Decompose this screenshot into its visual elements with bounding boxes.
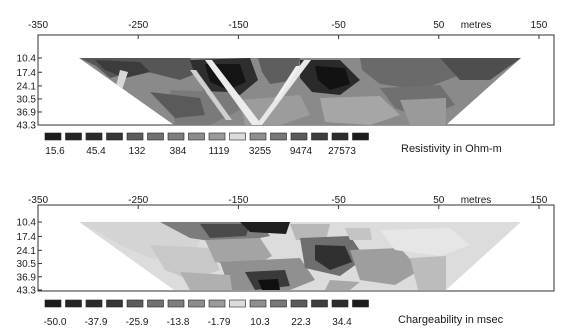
- color-swatch: [107, 300, 123, 307]
- color-scale-tick-label: -1.79: [208, 317, 231, 328]
- color-swatch: [189, 133, 205, 140]
- color-swatch: [353, 133, 369, 140]
- x-tick-label: 50: [433, 20, 445, 31]
- color-swatch: [312, 133, 328, 140]
- color-swatch: [66, 300, 82, 307]
- color-swatch: [353, 300, 369, 307]
- color-swatch: [168, 133, 184, 140]
- x-tick-label: 150: [531, 195, 548, 206]
- color-scale-title: Chargeability in msec: [398, 314, 504, 326]
- x-tick-label: 50: [433, 195, 445, 206]
- x-axis-unit-label: metres: [461, 195, 492, 206]
- color-scale-tick-label: 384: [170, 146, 187, 157]
- color-swatch: [107, 133, 123, 140]
- color-scale-tick-label: 132: [129, 146, 146, 157]
- color-swatch: [209, 300, 225, 307]
- color-swatch: [230, 300, 246, 307]
- color-scale-legend: -50.0 -37.9 -25.9 -13.8 -1.79 10.3 22.3 34.4: [44, 300, 369, 328]
- color-scale-tick-label: 15.6: [45, 146, 65, 157]
- color-scale-tick-label: -25.9: [126, 317, 149, 328]
- color-scale-tick-label: 1119: [209, 146, 230, 157]
- resistivity-panel: -350 -250 -150 -50 50 150 10.4 17.4 24.1 30.5 36.…: [17, 20, 554, 157]
- color-swatch: [148, 133, 164, 140]
- color-swatch: [86, 133, 102, 140]
- color-swatch: [291, 133, 307, 140]
- x-axis-unit-label: metres: [461, 20, 492, 31]
- color-scale-tick-label: 45.4: [86, 146, 106, 157]
- y-tick-label: 43.3: [17, 286, 37, 297]
- color-swatch: [189, 300, 205, 307]
- color-scale-tick-label: -37.9: [85, 317, 108, 328]
- y-tick-label: 10.4: [17, 54, 37, 65]
- x-tick-label: -250: [128, 195, 148, 206]
- color-swatch: [271, 300, 287, 307]
- y-tick-label: 17.4: [17, 68, 37, 79]
- y-tick-label: 36.9: [17, 272, 37, 283]
- chargeability-panel: -350 -250 -150 -50 50 150 10.4 17.4 24.1 30.5 36.…: [17, 195, 554, 328]
- y-tick-label: 24.1: [17, 246, 37, 257]
- y-tick-label: 17.4: [17, 232, 37, 243]
- x-tick-label: -50: [331, 20, 346, 31]
- color-scale-title: Resistivity in Ohm-m: [401, 143, 502, 155]
- x-tick-label: -350: [28, 195, 48, 206]
- x-tick-label: -50: [331, 195, 346, 206]
- x-tick-label: -350: [28, 20, 48, 31]
- color-swatch: [332, 133, 348, 140]
- color-scale-tick-label: -50.0: [44, 317, 67, 328]
- y-tick-label: 10.4: [17, 218, 37, 229]
- x-tick-label: -150: [228, 20, 248, 31]
- x-tick-label: -150: [228, 195, 248, 206]
- color-swatch: [45, 133, 61, 140]
- color-swatch: [291, 300, 307, 307]
- color-swatch: [127, 300, 143, 307]
- y-tick-label: 24.1: [17, 81, 37, 92]
- color-scale-tick-label: 27573: [328, 146, 356, 157]
- y-tick-label: 30.5: [17, 94, 37, 105]
- color-swatch: [230, 133, 246, 140]
- color-scale-tick-label: 3255: [249, 146, 272, 157]
- x-tick-label: 150: [531, 20, 548, 31]
- x-tick-label: -250: [128, 20, 148, 31]
- y-tick-label: 43.3: [17, 121, 37, 132]
- color-swatch: [312, 300, 328, 307]
- color-swatch: [86, 300, 102, 307]
- color-swatch: [127, 133, 143, 140]
- color-scale-tick-label: 10.3: [250, 317, 270, 328]
- color-swatch: [250, 300, 266, 307]
- color-scale-tick-label: -13.8: [167, 317, 190, 328]
- color-swatch: [209, 133, 225, 140]
- y-tick-label: 30.5: [17, 259, 37, 270]
- color-swatch: [148, 300, 164, 307]
- color-scale-tick-label: 22.3: [291, 317, 311, 328]
- color-scale-tick-label: 9474: [290, 146, 313, 157]
- color-swatch: [271, 133, 287, 140]
- color-swatch: [332, 300, 348, 307]
- color-swatch: [250, 133, 266, 140]
- color-swatch: [66, 133, 82, 140]
- color-swatch: [168, 300, 184, 307]
- color-swatch: [45, 300, 61, 307]
- color-scale-tick-label: 34.4: [332, 317, 352, 328]
- y-tick-label: 36.9: [17, 107, 37, 118]
- color-scale-legend: 15.6 45.4 132 384 1119 3255 9474 27573: [45, 133, 369, 157]
